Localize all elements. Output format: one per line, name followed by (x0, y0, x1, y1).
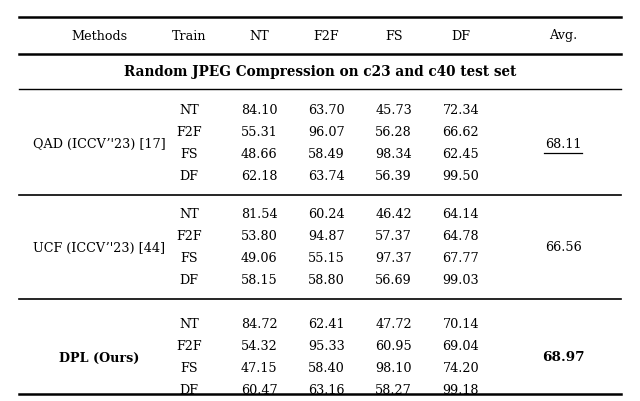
Text: 58.49: 58.49 (308, 148, 345, 161)
Text: UCF (ICCV’'23) [44]: UCF (ICCV’'23) [44] (33, 241, 165, 254)
Text: 47.15: 47.15 (241, 362, 278, 375)
Text: 72.34: 72.34 (442, 104, 479, 117)
Text: 98.34: 98.34 (375, 148, 412, 161)
Text: 66.56: 66.56 (545, 241, 582, 254)
Text: 99.18: 99.18 (442, 383, 479, 397)
Text: FS: FS (180, 362, 198, 375)
Text: NT: NT (179, 104, 198, 117)
Text: 49.06: 49.06 (241, 252, 278, 265)
Text: 56.69: 56.69 (375, 274, 412, 287)
Text: 58.27: 58.27 (375, 383, 412, 397)
Text: 64.78: 64.78 (442, 230, 479, 243)
Text: DPL (Ours): DPL (Ours) (59, 350, 140, 364)
Text: Train: Train (172, 29, 206, 43)
Text: 62.45: 62.45 (442, 148, 479, 161)
Text: FS: FS (180, 252, 198, 265)
Text: Avg.: Avg. (549, 29, 577, 43)
Text: 63.70: 63.70 (308, 104, 345, 117)
Text: 95.33: 95.33 (308, 340, 345, 352)
Text: 69.04: 69.04 (442, 340, 479, 352)
Text: 58.15: 58.15 (241, 274, 278, 287)
Text: 62.18: 62.18 (241, 170, 278, 183)
Text: 67.77: 67.77 (442, 252, 479, 265)
Text: 64.14: 64.14 (442, 208, 479, 221)
Text: 56.28: 56.28 (375, 126, 412, 139)
Text: 68.97: 68.97 (542, 350, 584, 364)
Text: FS: FS (385, 29, 403, 43)
Text: 66.62: 66.62 (442, 126, 479, 139)
Text: F2F: F2F (176, 126, 202, 139)
Text: 57.37: 57.37 (375, 230, 412, 243)
Text: 54.32: 54.32 (241, 340, 278, 352)
Text: Random JPEG Compression on c23 and c40 test set: Random JPEG Compression on c23 and c40 t… (124, 65, 516, 79)
Text: NT: NT (179, 318, 198, 331)
Text: 47.72: 47.72 (375, 318, 412, 331)
Text: 58.40: 58.40 (308, 362, 345, 375)
Text: 97.37: 97.37 (375, 252, 412, 265)
Text: 53.80: 53.80 (241, 230, 278, 243)
Text: 48.66: 48.66 (241, 148, 278, 161)
Text: DF: DF (179, 383, 198, 397)
Text: F2F: F2F (314, 29, 339, 43)
Text: 56.39: 56.39 (375, 170, 412, 183)
Text: 60.95: 60.95 (375, 340, 412, 352)
Text: 84.10: 84.10 (241, 104, 278, 117)
Text: 55.15: 55.15 (308, 252, 345, 265)
Text: NT: NT (179, 208, 198, 221)
Text: 58.80: 58.80 (308, 274, 345, 287)
Text: 63.74: 63.74 (308, 170, 345, 183)
Text: 98.10: 98.10 (375, 362, 412, 375)
Text: 96.07: 96.07 (308, 126, 345, 139)
Text: FS: FS (180, 148, 198, 161)
Text: NT: NT (250, 29, 269, 43)
Text: 62.41: 62.41 (308, 318, 345, 331)
Text: F2F: F2F (176, 230, 202, 243)
Text: 81.54: 81.54 (241, 208, 278, 221)
Text: Methods: Methods (71, 29, 127, 43)
Text: 99.03: 99.03 (442, 274, 479, 287)
Text: DF: DF (451, 29, 470, 43)
Text: 55.31: 55.31 (241, 126, 278, 139)
Text: 68.11: 68.11 (545, 137, 581, 150)
Text: 63.16: 63.16 (308, 383, 345, 397)
Text: F2F: F2F (176, 340, 202, 352)
Text: 70.14: 70.14 (442, 318, 479, 331)
Text: 74.20: 74.20 (442, 362, 479, 375)
Text: 99.50: 99.50 (442, 170, 479, 183)
Text: 46.42: 46.42 (375, 208, 412, 221)
Text: 84.72: 84.72 (241, 318, 278, 331)
Text: 45.73: 45.73 (375, 104, 412, 117)
Text: 60.47: 60.47 (241, 383, 278, 397)
Text: QAD (ICCV’'23) [17]: QAD (ICCV’'23) [17] (33, 137, 166, 150)
Text: DF: DF (179, 274, 198, 287)
Text: 94.87: 94.87 (308, 230, 345, 243)
Text: DF: DF (179, 170, 198, 183)
Text: 60.24: 60.24 (308, 208, 345, 221)
